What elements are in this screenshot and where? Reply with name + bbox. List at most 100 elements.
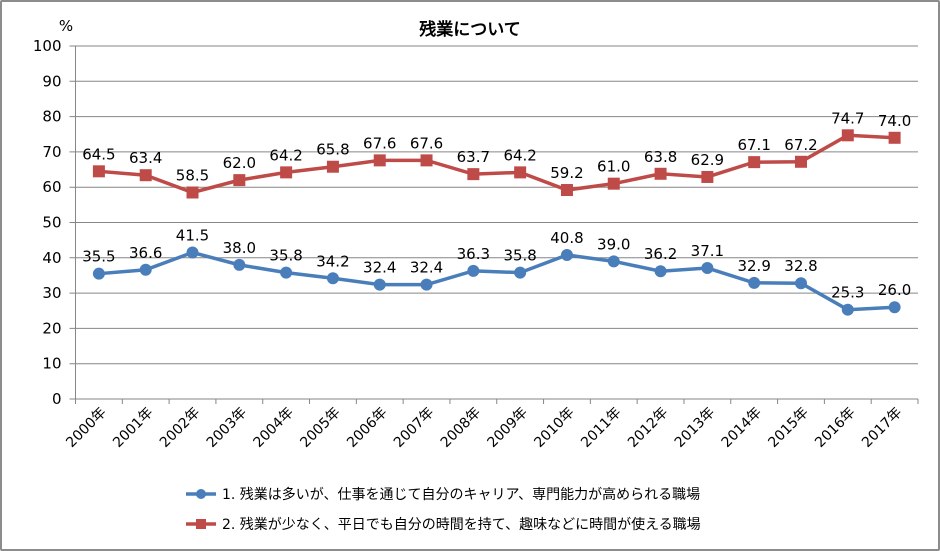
y-tick-label: 80 — [42, 108, 61, 126]
data-point — [654, 265, 667, 278]
data-point — [420, 154, 433, 167]
data-point — [373, 154, 386, 167]
data-label: 64.5 — [82, 145, 115, 163]
series-line — [98, 133, 895, 195]
series-line — [98, 250, 895, 312]
data-label: 39.0 — [597, 235, 630, 253]
x-tick-label: 2000年 — [63, 405, 109, 451]
data-point — [701, 262, 714, 275]
y-tick-label: 0 — [52, 390, 62, 408]
data-label: 58.5 — [176, 166, 209, 184]
data-point — [280, 166, 293, 179]
data-point — [560, 248, 573, 261]
data-point — [560, 184, 573, 197]
y-tick-label: 60 — [42, 178, 61, 196]
x-tick-label: 2008年 — [438, 405, 484, 451]
data-point — [139, 263, 152, 276]
x-tick-label: 2004年 — [251, 405, 297, 451]
data-label: 38.0 — [223, 239, 256, 257]
data-point — [607, 177, 620, 190]
x-tick-label: 2003年 — [204, 405, 250, 451]
data-point — [514, 266, 527, 279]
data-point — [139, 169, 152, 182]
data-point — [701, 170, 714, 183]
data-point — [841, 303, 854, 316]
x-tick-label: 2002年 — [157, 405, 203, 451]
data-label: 65.8 — [316, 141, 349, 159]
data-label: 32.4 — [363, 259, 396, 277]
data-point — [92, 165, 105, 178]
data-point — [888, 301, 901, 314]
data-label: 62.9 — [691, 151, 724, 169]
data-label: 62.0 — [223, 154, 256, 172]
data-point — [233, 174, 246, 187]
data-point — [233, 258, 246, 271]
x-tick-label: 2006年 — [344, 405, 390, 451]
data-label: 32.4 — [410, 259, 443, 277]
legend-label: 2. 残業が少なく、平日でも自分の時間を持て、趣味などに時間が使える職場 — [222, 516, 701, 533]
data-point — [748, 156, 761, 169]
data-point — [748, 276, 761, 289]
y-tick-label: 70 — [42, 143, 61, 161]
data-point — [654, 167, 667, 180]
chart-title: 残業について — [419, 19, 521, 40]
data-point — [280, 266, 293, 279]
data-point — [92, 267, 105, 280]
data-label: 36.2 — [644, 245, 677, 263]
data-label: 64.2 — [503, 146, 536, 164]
data-point — [841, 129, 854, 142]
x-tick-label: 2015年 — [765, 405, 811, 451]
y-tick-label: 100 — [33, 37, 62, 55]
x-tick-label: 2016年 — [812, 405, 858, 451]
y-tick-label: 90 — [42, 72, 61, 90]
data-label: 34.2 — [316, 252, 349, 270]
data-point — [186, 246, 199, 259]
data-label: 67.1 — [737, 136, 770, 154]
y-tick-label: 30 — [42, 284, 61, 302]
data-point — [514, 166, 527, 179]
data-label: 61.0 — [597, 158, 630, 176]
legend-label: 1. 残業は多いが、仕事を通じて自分のキャリア、専門能力が高められる職場 — [222, 486, 700, 503]
data-label: 41.5 — [176, 227, 209, 245]
y-tick-label: 20 — [42, 319, 61, 337]
data-point — [607, 255, 620, 268]
x-tick-label: 2017年 — [859, 405, 905, 451]
data-point — [420, 278, 433, 291]
x-tick-label: 2013年 — [672, 405, 718, 451]
data-label: 35.8 — [503, 247, 536, 265]
data-label: 74.0 — [878, 112, 911, 130]
x-tick-label: 2011年 — [578, 405, 624, 451]
data-point — [373, 278, 386, 291]
x-tick-label: 2014年 — [719, 405, 765, 451]
legend-marker — [196, 489, 206, 499]
data-label: 35.5 — [82, 248, 115, 266]
data-label: 67.6 — [363, 134, 396, 152]
data-label: 64.2 — [269, 146, 302, 164]
x-tick-label: 2012年 — [625, 405, 671, 451]
x-tick-label: 2001年 — [110, 405, 156, 451]
data-label: 67.2 — [784, 136, 817, 154]
data-label: 63.7 — [457, 148, 490, 166]
data-label: 36.3 — [457, 245, 490, 263]
data-label: 26.0 — [878, 281, 911, 299]
data-label: 67.6 — [410, 134, 443, 152]
data-point — [186, 186, 199, 199]
y-tick-label: 40 — [42, 249, 61, 267]
data-label: 32.9 — [737, 257, 770, 275]
legend-marker — [196, 519, 206, 529]
data-point — [467, 168, 480, 181]
data-point — [794, 155, 807, 168]
data-label: 35.8 — [269, 247, 302, 265]
data-point — [794, 277, 807, 290]
data-label: 32.8 — [784, 257, 817, 275]
y-tick-label: 10 — [42, 355, 61, 373]
data-label: 36.6 — [129, 244, 162, 262]
data-label: 37.1 — [691, 242, 724, 260]
x-tick-label: 2007年 — [391, 405, 437, 451]
x-tick-label: 2009年 — [485, 405, 531, 451]
data-point — [326, 272, 339, 285]
data-label: 59.2 — [550, 164, 583, 182]
data-label: 63.8 — [644, 148, 677, 166]
